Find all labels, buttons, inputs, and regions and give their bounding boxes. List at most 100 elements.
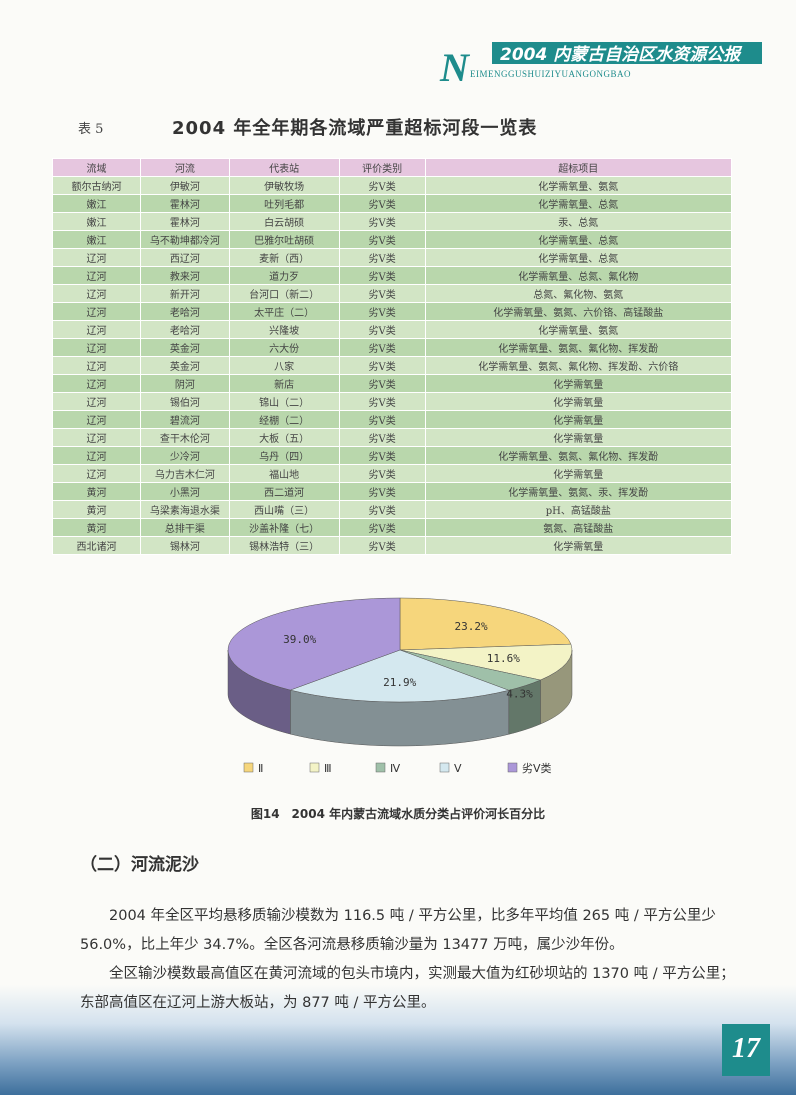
legend-label: Ⅲ [324, 762, 332, 775]
table-cell: 福山地 [228, 464, 340, 483]
table: 流域 河流 代表站 评价类别 超标项目 额尔古纳河 伊敏河 伊敏牧场 劣Ⅴ类 化学需氧量、氨氮 嫩江… [51, 158, 733, 555]
table-cell: 巴雅尔吐胡硕 [228, 230, 340, 249]
table-cell: 碧流河 [140, 410, 230, 429]
table-cell: 总氮、氟化物、氨氮 [424, 284, 733, 303]
table-cell: 老哈河 [140, 320, 230, 339]
table-row: 嫩江 乌不勒坤都冷河 巴雅尔吐胡硕 劣Ⅴ类 化学需氧量、总氮 [51, 230, 733, 249]
data-label: 4.3% [506, 688, 533, 701]
table-cell: 少冷河 [140, 446, 230, 465]
table-cell: 化学需氧量 [424, 410, 733, 429]
legend-swatch [375, 762, 386, 773]
table-cell: 辽河 [51, 338, 142, 357]
table-row: 黄河 乌梁素海退水渠 西山嘴（三） 劣Ⅴ类 pH、高锰酸盐 [51, 500, 733, 519]
table-cell: 劣Ⅴ类 [338, 320, 426, 339]
paragraph: 全区输沙模数最高值区在黄河流域的包头市境内，实测最大值为红砂坝站的 1370 吨… [80, 966, 735, 1011]
table-row: 黄河 总排干渠 沙盖补隆（七） 劣Ⅴ类 氨氮、高锰酸盐 [51, 518, 733, 537]
table-cell: 劣Ⅴ类 [338, 194, 426, 213]
table-row: 辽河 教来河 道力歹 劣Ⅴ类 化学需氧量、总氮、氟化物 [51, 266, 733, 285]
table-cell: 锡林浩特（三） [228, 536, 340, 555]
pie-slice [399, 597, 572, 651]
paragraph: 2004 年全区平均悬移质输沙模数为 116.5 吨 / 平方公里，比多年平均值… [80, 908, 716, 953]
table-cell: 嫩江 [51, 230, 142, 249]
table-cell: 太平庄（二） [228, 302, 340, 321]
table-cell: 化学需氧量 [424, 428, 733, 447]
table-header-row: 流域 河流 代表站 评价类别 超标项目 [51, 158, 733, 177]
table-cell: 化学需氧量、总氮 [424, 230, 733, 249]
pie-tops [227, 597, 573, 703]
sea-background [0, 985, 796, 1095]
header-subtitle: EIMENGGUSHUIZIYUANGONGBAO [470, 69, 631, 79]
section-heading: （二）河流泥沙 [80, 855, 199, 875]
pie-chart: 23.2% 11.6% 4.3% 21.9% 39.0% Ⅱ Ⅲ Ⅳ Ⅴ 劣Ⅴ类 [227, 597, 573, 775]
legend-label: Ⅴ [454, 762, 462, 775]
table-row: 嫩江 霍林河 吐列毛都 劣Ⅴ类 化学需氧量、总氮 [51, 194, 733, 213]
data-label: 39.0% [283, 633, 316, 646]
header-title: 2004 内蒙古自治区水资源公报 [500, 45, 741, 65]
table-cell: 锡伯河 [140, 392, 230, 411]
table-cell: 辽河 [51, 356, 142, 375]
table-cell: 化学需氧量、氨氮、六价铬、高锰酸盐 [424, 302, 733, 321]
table-cell: 黄河 [51, 482, 142, 501]
table-cell: 汞、总氮 [424, 212, 733, 231]
header-cell: 代表站 [228, 158, 340, 177]
table-row: 辽河 新开河 台河口（新二） 劣Ⅴ类 总氮、氟化物、氨氮 [51, 284, 733, 303]
legend-swatch [439, 762, 450, 773]
table-cell: 辽河 [51, 392, 142, 411]
table-cell: 经棚（二） [228, 410, 340, 429]
table-cell: 大板（五） [228, 428, 340, 447]
header-cell: 超标项目 [424, 158, 733, 177]
chart-caption: 图14 2004 年内蒙古流域水质分类占评价河长百分比 [250, 807, 546, 821]
legend-swatch [309, 762, 320, 773]
table-cell: 阴河 [140, 374, 230, 393]
legend-label: 劣Ⅴ类 [522, 761, 552, 775]
table-cell: 化学需氧量、总氮 [424, 248, 733, 267]
table-row: 辽河 锡伯河 锦山（二） 劣Ⅴ类 化学需氧量 [51, 392, 733, 411]
table-cell: 西辽河 [140, 248, 230, 267]
table-cell: 劣Ⅴ类 [338, 518, 426, 537]
table-cell: 台河口（新二） [228, 284, 340, 303]
table-cell: 劣Ⅴ类 [338, 212, 426, 231]
table-cell: 西北诸河 [51, 536, 142, 555]
table-cell: 麦新（西） [228, 248, 340, 267]
table-cell: 乌梁素海退水渠 [140, 500, 230, 519]
table-cell: 伊敏河 [140, 176, 230, 195]
table-cell: 辽河 [51, 428, 142, 447]
table-cell: 劣Ⅴ类 [338, 302, 426, 321]
table-cell: 西二道河 [228, 482, 340, 501]
table-cell: pH、高锰酸盐 [424, 500, 733, 519]
table-cell: 额尔古纳河 [51, 176, 142, 195]
legend-label: Ⅳ [390, 762, 401, 775]
table-cell: 劣Ⅴ类 [338, 230, 426, 249]
pie-labels: 23.2% 11.6% 4.3% 21.9% 39.0% [283, 620, 533, 701]
table-cell: 六大份 [228, 338, 340, 357]
table-cell: 氨氮、高锰酸盐 [424, 518, 733, 537]
table-cell: 劣Ⅴ类 [338, 248, 426, 267]
table-cell: 化学需氧量、氨氮、氟化物、挥发酚 [424, 338, 733, 357]
table-label: 表 5 [78, 122, 104, 137]
table-cell: 劣Ⅴ类 [338, 536, 426, 555]
table-cell: 嫩江 [51, 194, 142, 213]
table-row: 辽河 老哈河 兴隆坡 劣Ⅴ类 化学需氧量、氨氮 [51, 320, 733, 339]
table-cell: 吐列毛都 [228, 194, 340, 213]
table-cell: 乌力吉木仁河 [140, 464, 230, 483]
pie-slice [289, 649, 510, 703]
legend-label: Ⅱ [258, 762, 263, 775]
table-cell: 劣Ⅴ类 [338, 392, 426, 411]
table-cell: 黄河 [51, 518, 142, 537]
table-cell: 乌丹（四） [228, 446, 340, 465]
table-cell: 总排干渠 [140, 518, 230, 537]
legend-swatch [507, 762, 518, 773]
table-cell: 辽河 [51, 446, 142, 465]
table-cell: 英金河 [140, 338, 230, 357]
table-row: 嫩江 霍林河 白云胡硕 劣Ⅴ类 汞、总氮 [51, 212, 733, 231]
table-cell: 化学需氧量 [424, 392, 733, 411]
pie-sides [227, 649, 573, 747]
table-cell: 锦山（二） [228, 392, 340, 411]
data-label: 11.6% [487, 652, 520, 665]
header-cell: 流域 [51, 158, 142, 177]
table-cell: 化学需氧量 [424, 536, 733, 555]
header-band [492, 42, 762, 64]
table-cell: 化学需氧量、氨氮、汞、挥发酚 [424, 482, 733, 501]
table-row: 辽河 西辽河 麦新（西） 劣Ⅴ类 化学需氧量、总氮 [51, 248, 733, 267]
